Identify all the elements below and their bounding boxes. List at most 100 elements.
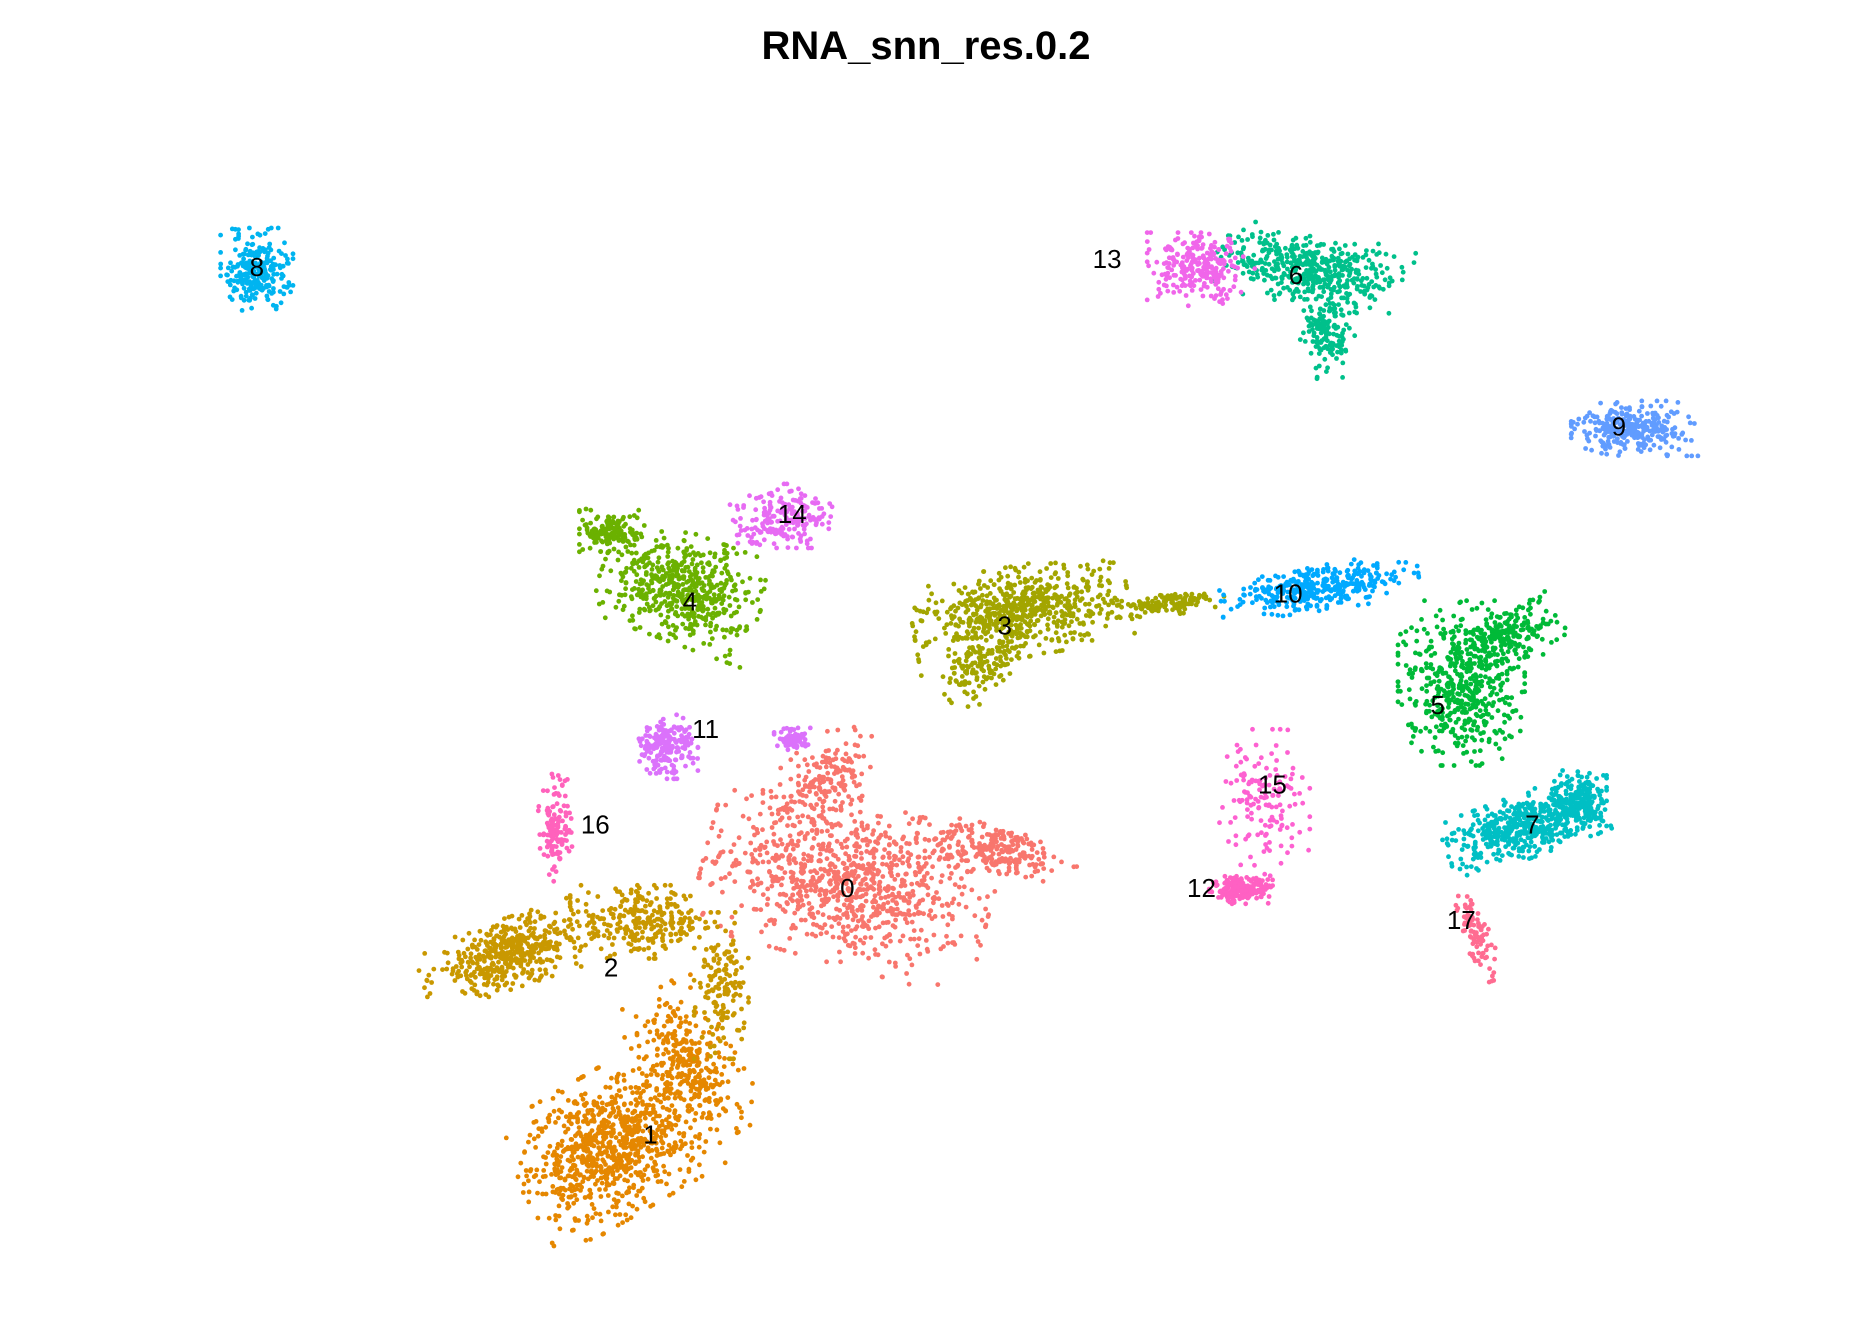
- cell-point: [658, 612, 664, 618]
- cell-point: [984, 659, 990, 664]
- cell-point: [628, 1215, 634, 1221]
- cell-point: [736, 1028, 742, 1033]
- cell-point: [780, 853, 785, 859]
- cell-point: [868, 935, 874, 940]
- cell-point: [484, 950, 490, 955]
- cell-point: [719, 1072, 725, 1077]
- cell-point: [668, 896, 673, 901]
- cell-point: [921, 874, 927, 879]
- cell-point: [1132, 630, 1137, 636]
- cell-point: [636, 1154, 642, 1160]
- cell-point: [557, 1226, 563, 1232]
- cell-point: [611, 1181, 617, 1187]
- cell-point: [701, 1078, 706, 1084]
- cell-point: [1403, 663, 1409, 668]
- cell-point: [689, 1140, 695, 1145]
- cell-point: [1074, 864, 1080, 869]
- cell-point: [849, 812, 854, 818]
- cell-point: [502, 916, 507, 921]
- cell-point: [654, 544, 660, 550]
- cell-point: [621, 1072, 627, 1078]
- cell-point: [656, 606, 661, 612]
- cell-point: [677, 1054, 683, 1059]
- cell-point: [877, 879, 883, 885]
- cell-point: [565, 1173, 571, 1179]
- cell-point: [944, 609, 950, 615]
- cell-point: [952, 634, 957, 640]
- cell-point: [605, 922, 611, 928]
- cell-point: [727, 955, 733, 960]
- cell-point: [790, 822, 796, 828]
- cell-point: [775, 811, 781, 817]
- cell-point: [657, 578, 662, 583]
- cell-point: [827, 760, 833, 766]
- cell-point: [499, 937, 505, 943]
- cell-point: [1051, 619, 1057, 625]
- cell-point: [729, 914, 735, 920]
- cell-point: [795, 900, 801, 905]
- cell-point: [660, 932, 666, 938]
- cell-point: [535, 909, 541, 915]
- cell-point: [864, 887, 870, 892]
- cell-point: [737, 1105, 742, 1110]
- cell-point: [571, 1163, 577, 1168]
- cell-point: [752, 847, 758, 853]
- cell-point: [1155, 603, 1160, 609]
- cell-point: [697, 980, 703, 986]
- cell-point: [924, 946, 930, 952]
- cell-point: [976, 650, 982, 656]
- cell-point: [474, 947, 480, 952]
- cell-point: [640, 896, 646, 902]
- cell-point: [680, 621, 686, 627]
- cell-point: [477, 957, 483, 962]
- cell-point: [923, 861, 929, 866]
- cell-point: [767, 869, 772, 874]
- cell-point: [797, 884, 803, 890]
- cell-point: [987, 591, 993, 596]
- cell-point: [821, 774, 826, 780]
- cell-point: [859, 903, 865, 908]
- cell-point: [552, 929, 558, 935]
- cell-point: [700, 912, 705, 917]
- cell-point: [508, 958, 514, 963]
- cell-point: [750, 856, 756, 861]
- cell-point: [690, 557, 696, 562]
- cell-point: [712, 605, 718, 611]
- cell-point: [666, 1114, 672, 1120]
- cell-point: [831, 869, 837, 875]
- cell-point: [607, 907, 612, 913]
- cell-point: [850, 917, 856, 923]
- cell-point: [961, 884, 967, 890]
- cell-point: [689, 1096, 694, 1102]
- cell-point: [911, 936, 917, 942]
- cell-point: [685, 1153, 690, 1158]
- cell-point: [1024, 836, 1030, 842]
- cell-point: [791, 877, 797, 883]
- cell-point: [895, 872, 901, 878]
- cell-point: [638, 1091, 644, 1096]
- cell-point: [708, 910, 714, 915]
- cell-point: [825, 844, 831, 849]
- cell-point: [1000, 644, 1006, 649]
- cell-point: [842, 866, 848, 872]
- cell-point: [444, 966, 450, 972]
- cell-point: [669, 901, 674, 907]
- cell-point: [802, 885, 807, 890]
- cell-point: [890, 911, 895, 917]
- cell-point: [633, 579, 639, 584]
- cell-point: [1031, 622, 1037, 627]
- cell-point: [987, 606, 993, 612]
- cell-point: [683, 1119, 689, 1125]
- cell-point: [1031, 634, 1036, 640]
- cell-point: [649, 580, 655, 586]
- cell-point: [732, 597, 738, 602]
- cell-point: [615, 1105, 621, 1111]
- cell-point: [628, 890, 634, 896]
- cell-point: [697, 1103, 702, 1108]
- cell-point: [968, 826, 974, 832]
- cell-point: [724, 949, 730, 954]
- cell-point: [965, 607, 971, 613]
- cell-point: [859, 793, 865, 799]
- cell-point: [590, 912, 596, 918]
- cell-point: [693, 1177, 699, 1183]
